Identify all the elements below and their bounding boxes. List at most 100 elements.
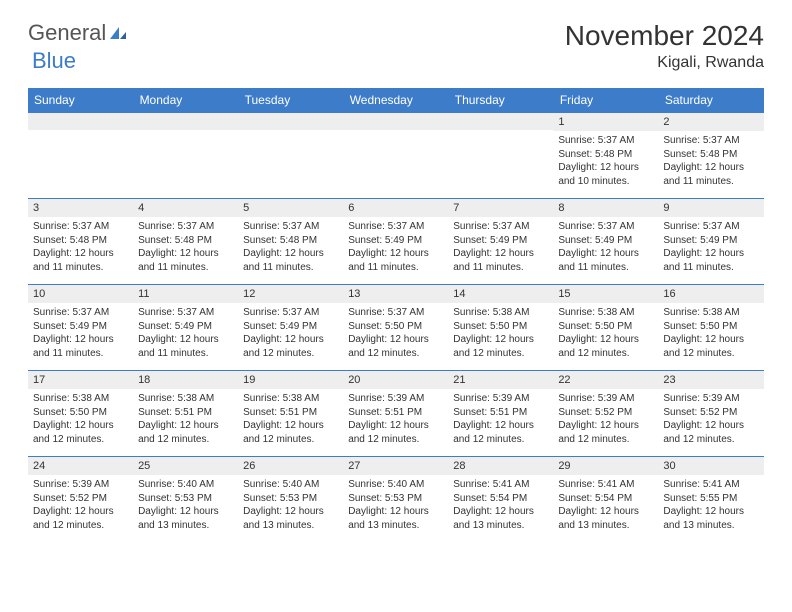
day-details: Sunrise: 5:38 AMSunset: 5:51 PMDaylight:… xyxy=(238,389,343,451)
calendar-day-cell: 17Sunrise: 5:38 AMSunset: 5:50 PMDayligh… xyxy=(28,371,133,457)
day-details: Sunrise: 5:40 AMSunset: 5:53 PMDaylight:… xyxy=(133,475,238,537)
day-details: Sunrise: 5:37 AMSunset: 5:49 PMDaylight:… xyxy=(343,217,448,279)
day-number: 6 xyxy=(343,199,448,217)
day-number: 5 xyxy=(238,199,343,217)
day-details: Sunrise: 5:38 AMSunset: 5:50 PMDaylight:… xyxy=(553,303,658,365)
calendar-day-cell: 16Sunrise: 5:38 AMSunset: 5:50 PMDayligh… xyxy=(658,285,763,371)
day-number xyxy=(238,113,343,130)
calendar-day-cell: 12Sunrise: 5:37 AMSunset: 5:49 PMDayligh… xyxy=(238,285,343,371)
calendar-day-cell xyxy=(28,113,133,199)
calendar-day-cell: 29Sunrise: 5:41 AMSunset: 5:54 PMDayligh… xyxy=(553,457,658,543)
calendar-day-cell xyxy=(238,113,343,199)
month-title: November 2024 xyxy=(565,20,764,52)
calendar-day-cell: 11Sunrise: 5:37 AMSunset: 5:49 PMDayligh… xyxy=(133,285,238,371)
day-number: 9 xyxy=(658,199,763,217)
calendar-week-row: 24Sunrise: 5:39 AMSunset: 5:52 PMDayligh… xyxy=(28,457,764,543)
weekday-header: Saturday xyxy=(658,88,763,113)
calendar-body: 1Sunrise: 5:37 AMSunset: 5:48 PMDaylight… xyxy=(28,113,764,543)
day-number: 4 xyxy=(133,199,238,217)
calendar-day-cell: 20Sunrise: 5:39 AMSunset: 5:51 PMDayligh… xyxy=(343,371,448,457)
day-number: 1 xyxy=(553,113,658,131)
calendar-day-cell: 10Sunrise: 5:37 AMSunset: 5:49 PMDayligh… xyxy=(28,285,133,371)
calendar-day-cell: 27Sunrise: 5:40 AMSunset: 5:53 PMDayligh… xyxy=(343,457,448,543)
day-details: Sunrise: 5:39 AMSunset: 5:51 PMDaylight:… xyxy=(343,389,448,451)
day-details: Sunrise: 5:38 AMSunset: 5:50 PMDaylight:… xyxy=(658,303,763,365)
day-number: 8 xyxy=(553,199,658,217)
day-number: 10 xyxy=(28,285,133,303)
day-details: Sunrise: 5:38 AMSunset: 5:51 PMDaylight:… xyxy=(133,389,238,451)
weekday-header: Tuesday xyxy=(238,88,343,113)
calendar-day-cell xyxy=(448,113,553,199)
day-details: Sunrise: 5:37 AMSunset: 5:48 PMDaylight:… xyxy=(553,131,658,193)
calendar-day-cell: 13Sunrise: 5:37 AMSunset: 5:50 PMDayligh… xyxy=(343,285,448,371)
day-number: 14 xyxy=(448,285,553,303)
weekday-header-row: Sunday Monday Tuesday Wednesday Thursday… xyxy=(28,88,764,113)
day-details: Sunrise: 5:40 AMSunset: 5:53 PMDaylight:… xyxy=(343,475,448,537)
title-block: November 2024 Kigali, Rwanda xyxy=(565,20,764,72)
day-details: Sunrise: 5:37 AMSunset: 5:49 PMDaylight:… xyxy=(658,217,763,279)
calendar-week-row: 10Sunrise: 5:37 AMSunset: 5:49 PMDayligh… xyxy=(28,285,764,371)
day-details: Sunrise: 5:39 AMSunset: 5:51 PMDaylight:… xyxy=(448,389,553,451)
day-details: Sunrise: 5:41 AMSunset: 5:55 PMDaylight:… xyxy=(658,475,763,537)
location-title: Kigali, Rwanda xyxy=(565,54,764,72)
logo-sail-icon xyxy=(108,25,128,41)
calendar-week-row: 17Sunrise: 5:38 AMSunset: 5:50 PMDayligh… xyxy=(28,371,764,457)
calendar-day-cell: 18Sunrise: 5:38 AMSunset: 5:51 PMDayligh… xyxy=(133,371,238,457)
day-number: 18 xyxy=(133,371,238,389)
day-number: 24 xyxy=(28,457,133,475)
calendar-day-cell: 1Sunrise: 5:37 AMSunset: 5:48 PMDaylight… xyxy=(553,113,658,199)
day-details: Sunrise: 5:37 AMSunset: 5:48 PMDaylight:… xyxy=(238,217,343,279)
day-number: 19 xyxy=(238,371,343,389)
calendar-day-cell: 21Sunrise: 5:39 AMSunset: 5:51 PMDayligh… xyxy=(448,371,553,457)
calendar-day-cell: 8Sunrise: 5:37 AMSunset: 5:49 PMDaylight… xyxy=(553,199,658,285)
day-number: 22 xyxy=(553,371,658,389)
day-number: 12 xyxy=(238,285,343,303)
day-number: 27 xyxy=(343,457,448,475)
day-details: Sunrise: 5:38 AMSunset: 5:50 PMDaylight:… xyxy=(448,303,553,365)
day-number: 25 xyxy=(133,457,238,475)
calendar-day-cell: 9Sunrise: 5:37 AMSunset: 5:49 PMDaylight… xyxy=(658,199,763,285)
logo: General xyxy=(28,20,130,46)
calendar-day-cell: 28Sunrise: 5:41 AMSunset: 5:54 PMDayligh… xyxy=(448,457,553,543)
day-details: Sunrise: 5:37 AMSunset: 5:50 PMDaylight:… xyxy=(343,303,448,365)
calendar-day-cell: 14Sunrise: 5:38 AMSunset: 5:50 PMDayligh… xyxy=(448,285,553,371)
calendar-day-cell: 19Sunrise: 5:38 AMSunset: 5:51 PMDayligh… xyxy=(238,371,343,457)
day-number xyxy=(28,113,133,130)
day-details: Sunrise: 5:41 AMSunset: 5:54 PMDaylight:… xyxy=(553,475,658,537)
calendar-day-cell: 22Sunrise: 5:39 AMSunset: 5:52 PMDayligh… xyxy=(553,371,658,457)
day-number: 26 xyxy=(238,457,343,475)
day-number xyxy=(448,113,553,130)
calendar-day-cell: 7Sunrise: 5:37 AMSunset: 5:49 PMDaylight… xyxy=(448,199,553,285)
calendar-week-row: 1Sunrise: 5:37 AMSunset: 5:48 PMDaylight… xyxy=(28,113,764,199)
day-details: Sunrise: 5:37 AMSunset: 5:48 PMDaylight:… xyxy=(133,217,238,279)
day-number: 15 xyxy=(553,285,658,303)
day-details: Sunrise: 5:37 AMSunset: 5:49 PMDaylight:… xyxy=(238,303,343,365)
day-details: Sunrise: 5:37 AMSunset: 5:48 PMDaylight:… xyxy=(28,217,133,279)
calendar-day-cell: 15Sunrise: 5:38 AMSunset: 5:50 PMDayligh… xyxy=(553,285,658,371)
day-details: Sunrise: 5:38 AMSunset: 5:50 PMDaylight:… xyxy=(28,389,133,451)
day-details: Sunrise: 5:37 AMSunset: 5:49 PMDaylight:… xyxy=(28,303,133,365)
calendar-day-cell: 6Sunrise: 5:37 AMSunset: 5:49 PMDaylight… xyxy=(343,199,448,285)
day-details: Sunrise: 5:39 AMSunset: 5:52 PMDaylight:… xyxy=(28,475,133,537)
weekday-header: Monday xyxy=(133,88,238,113)
day-details: Sunrise: 5:39 AMSunset: 5:52 PMDaylight:… xyxy=(658,389,763,451)
weekday-header: Thursday xyxy=(448,88,553,113)
day-details: Sunrise: 5:40 AMSunset: 5:53 PMDaylight:… xyxy=(238,475,343,537)
day-number: 29 xyxy=(553,457,658,475)
calendar-day-cell xyxy=(343,113,448,199)
day-number: 28 xyxy=(448,457,553,475)
day-number xyxy=(343,113,448,130)
day-number: 11 xyxy=(133,285,238,303)
day-number: 23 xyxy=(658,371,763,389)
day-number: 16 xyxy=(658,285,763,303)
calendar-day-cell: 26Sunrise: 5:40 AMSunset: 5:53 PMDayligh… xyxy=(238,457,343,543)
calendar-table: Sunday Monday Tuesday Wednesday Thursday… xyxy=(28,88,764,543)
day-details: Sunrise: 5:37 AMSunset: 5:49 PMDaylight:… xyxy=(448,217,553,279)
calendar-day-cell: 3Sunrise: 5:37 AMSunset: 5:48 PMDaylight… xyxy=(28,199,133,285)
day-number: 3 xyxy=(28,199,133,217)
logo-text-1: General xyxy=(28,20,106,46)
day-number: 21 xyxy=(448,371,553,389)
weekday-header: Friday xyxy=(553,88,658,113)
calendar-day-cell: 30Sunrise: 5:41 AMSunset: 5:55 PMDayligh… xyxy=(658,457,763,543)
calendar-day-cell: 4Sunrise: 5:37 AMSunset: 5:48 PMDaylight… xyxy=(133,199,238,285)
